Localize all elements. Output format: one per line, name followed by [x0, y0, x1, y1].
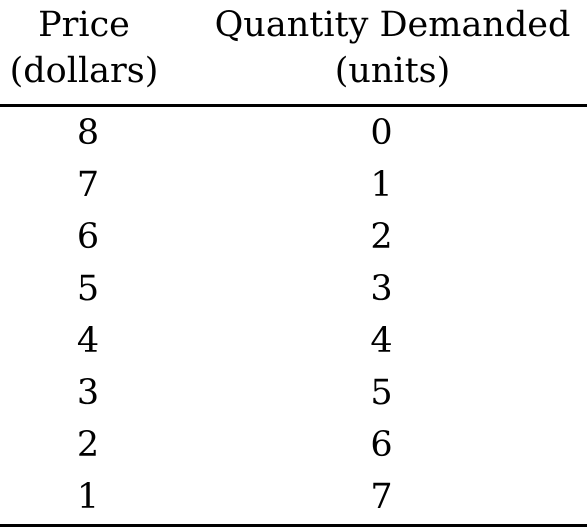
quantity-cell: 7 — [370, 477, 393, 517]
price-header-title: Price — [38, 5, 130, 45]
table-row: 4 4 — [0, 315, 587, 367]
quantity-header-title: Quantity Demanded — [214, 5, 571, 45]
price-cell: 3 — [76, 373, 100, 413]
table-row: 8 0 — [0, 107, 587, 159]
table-row: 1 7 — [0, 471, 587, 523]
price-cell: 2 — [76, 425, 100, 465]
quantity-cell: 6 — [370, 425, 393, 465]
price-cell: 5 — [76, 269, 100, 309]
table-row: 2 6 — [0, 419, 587, 471]
price-cell: 4 — [76, 321, 100, 361]
table-row: 7 1 — [0, 159, 587, 211]
quantity-cell: 2 — [370, 217, 393, 257]
quantity-column-header: Quantity Demanded (units) — [198, 0, 587, 104]
quantity-cell: 1 — [370, 165, 393, 205]
quantity-cell: 3 — [370, 269, 393, 309]
quantity-cell: 5 — [370, 373, 393, 413]
header-divider — [0, 104, 587, 107]
quantity-header-unit: (units) — [334, 51, 451, 91]
quantity-cell: 0 — [370, 113, 393, 153]
table-row: 3 5 — [0, 367, 587, 419]
price-cell: 6 — [76, 217, 100, 257]
table-row: 5 3 — [0, 263, 587, 315]
price-cell: 1 — [76, 477, 100, 517]
quantity-cell: 4 — [370, 321, 393, 361]
table-body: 8 0 7 1 6 2 5 3 4 4 3 5 2 6 1 7 — [0, 107, 587, 524]
table-row: 6 2 — [0, 211, 587, 263]
bottom-divider — [0, 524, 587, 527]
price-column-header: Price (dollars) — [0, 0, 168, 104]
price-cell: 7 — [76, 165, 100, 205]
price-header-unit: (dollars) — [9, 51, 159, 91]
price-cell: 8 — [76, 113, 100, 153]
